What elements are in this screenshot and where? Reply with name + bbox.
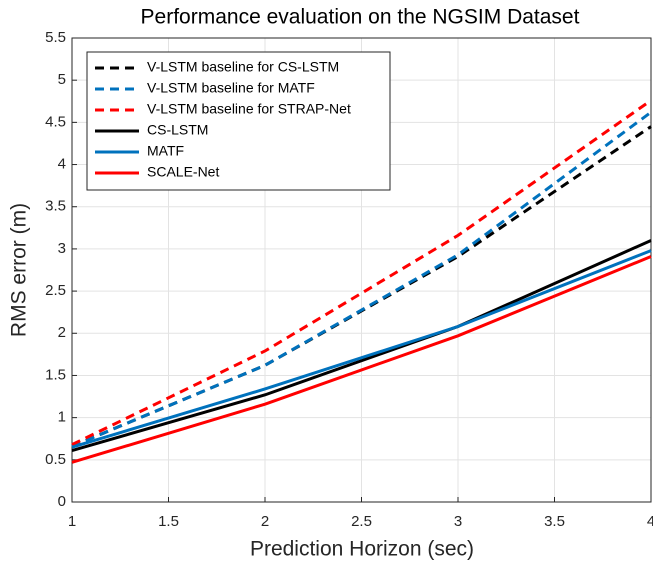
x-axis-label: Prediction Horizon (sec) bbox=[250, 538, 474, 561]
y-tick-label: 4.5 bbox=[45, 113, 66, 130]
legend-label: SCALE-Net bbox=[147, 164, 219, 180]
legend-label: V-LSTM baseline for MATF bbox=[147, 80, 315, 96]
chart-title: Performance evaluation on the NGSIM Data… bbox=[141, 6, 580, 29]
series-line bbox=[71, 249, 652, 449]
y-tick-label: 5 bbox=[58, 71, 66, 88]
y-tick-label: 2 bbox=[58, 324, 66, 341]
x-tick-label: 2.5 bbox=[351, 513, 372, 530]
legend-label: MATF bbox=[147, 143, 184, 159]
series-line bbox=[71, 111, 652, 448]
y-tick-label: 3.5 bbox=[45, 198, 66, 215]
y-tick-label: 2.5 bbox=[45, 282, 66, 299]
y-tick-label: 0 bbox=[58, 493, 66, 510]
x-tick-label: 1.5 bbox=[158, 513, 179, 530]
y-tick-label: 1 bbox=[58, 409, 66, 426]
legend-label: V-LSTM baseline for CS-LSTM bbox=[147, 59, 339, 75]
y-tick-label: 0.5 bbox=[45, 451, 66, 468]
x-tick-label: 3 bbox=[454, 513, 462, 530]
legend-label: V-LSTM baseline for STRAP-Net bbox=[147, 101, 351, 117]
series-line bbox=[71, 255, 652, 464]
y-tick-label: 3 bbox=[58, 240, 66, 257]
legend-label: CS-LSTM bbox=[147, 122, 208, 138]
plot-frame bbox=[71, 37, 652, 503]
y-tick-label: 1.5 bbox=[45, 366, 66, 383]
y-axis-label: RMS error (m) bbox=[8, 203, 31, 337]
y-tick-label: 5.5 bbox=[45, 29, 66, 46]
x-tick-label: 2 bbox=[261, 513, 269, 530]
series-line bbox=[71, 239, 652, 452]
x-tick-label: 1 bbox=[68, 513, 76, 530]
y-tick-label: 4 bbox=[58, 156, 66, 173]
series-line bbox=[71, 99, 652, 446]
x-tick-label: 4 bbox=[647, 513, 653, 530]
legend-box bbox=[86, 51, 391, 191]
x-tick-label: 3.5 bbox=[544, 513, 565, 530]
